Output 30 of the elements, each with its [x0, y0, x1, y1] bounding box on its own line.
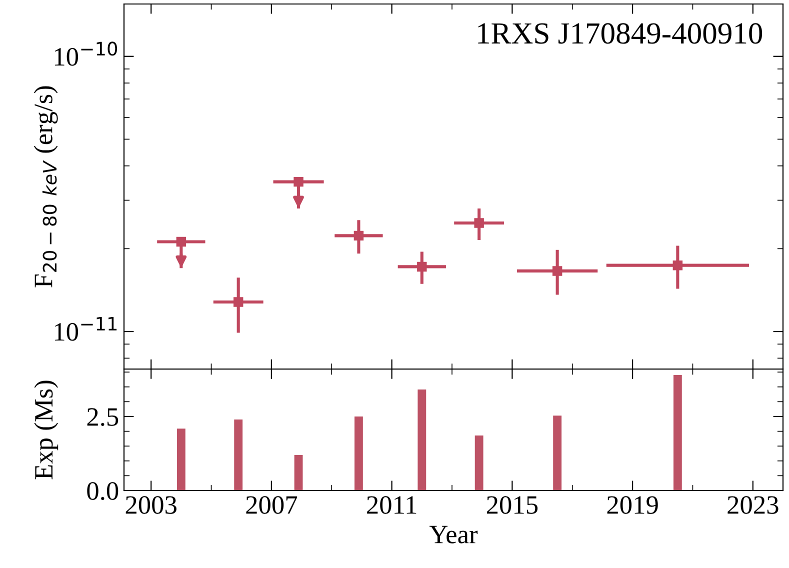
y-tick-label: 10$^{−11}$ — [54, 316, 117, 341]
bar — [176, 428, 186, 490]
point — [294, 176, 304, 187]
x-tick-label: 2023 — [728, 496, 778, 514]
bar — [418, 390, 426, 490]
x-tick-label: 2011 — [367, 496, 416, 514]
bar — [474, 435, 484, 490]
x-tick-label: 2007 — [246, 496, 298, 514]
bar — [553, 416, 562, 490]
point — [474, 218, 484, 228]
point — [176, 236, 186, 247]
x-axis-title: Year — [429, 526, 478, 544]
point — [354, 230, 364, 241]
annotation: 1RXS J170849-400910 — [478, 23, 762, 44]
y-tick-label: 2.5 — [87, 408, 118, 426]
x-tick-label: 2003 — [126, 496, 176, 514]
x-tick-label: 2019 — [607, 496, 658, 514]
point — [417, 262, 427, 272]
point — [672, 260, 683, 270]
bar — [673, 375, 682, 490]
bar — [354, 416, 363, 490]
x-tick-label: 2015 — [486, 496, 538, 514]
y-axis-title: Exp (Ms) — [34, 380, 58, 480]
point — [233, 297, 244, 307]
y-tick-label: 0.0 — [87, 482, 118, 500]
point — [552, 266, 562, 276]
bar — [294, 454, 303, 490]
bar — [234, 419, 243, 490]
y-tick-label: 10$^{−10}$ — [54, 42, 118, 66]
y-axis-title: F$_{20−80 keV}$ (erg/s) — [34, 86, 58, 288]
